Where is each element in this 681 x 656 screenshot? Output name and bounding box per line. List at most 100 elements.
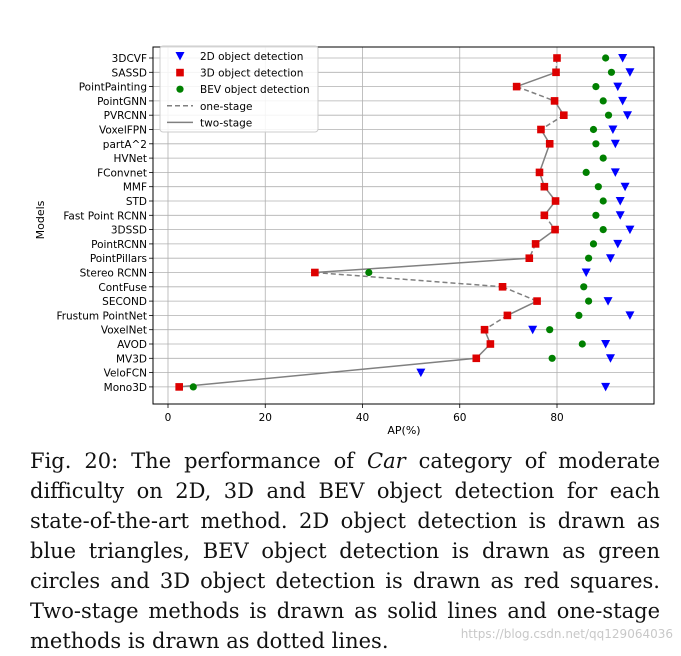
2d-point bbox=[601, 340, 611, 349]
two-stage-segment bbox=[179, 357, 477, 388]
y-tick-label: PVRCNN bbox=[104, 110, 147, 122]
x-tick-label: 20 bbox=[259, 412, 272, 424]
3d-point bbox=[533, 297, 541, 305]
2d-point bbox=[603, 297, 613, 306]
y-tick-labels: 3DCVF SASSD PointPainting PointGNN PVRCNN Vox… bbox=[56, 53, 153, 394]
3d-point bbox=[531, 240, 540, 248]
bev-point bbox=[582, 168, 590, 176]
2d-point bbox=[623, 111, 633, 120]
y-tick-label: SECOND bbox=[102, 296, 147, 308]
x-tick-label: 0 bbox=[165, 412, 172, 424]
bev-point bbox=[599, 197, 607, 205]
bev-point bbox=[546, 326, 554, 334]
2d-point bbox=[625, 225, 635, 235]
legend-item-3d-label: 3D object detection bbox=[200, 68, 303, 80]
y-tick-label: 3DSSD bbox=[111, 225, 147, 237]
bev-point bbox=[585, 254, 593, 262]
legend-item-bev-label: BEV object detection bbox=[200, 84, 310, 96]
3d-point bbox=[512, 82, 521, 91]
3d-point bbox=[551, 197, 560, 205]
plot-frame bbox=[152, 46, 655, 405]
2d-point bbox=[610, 139, 620, 149]
3d-point bbox=[175, 383, 183, 391]
y-tick-label: PointPainting bbox=[79, 82, 147, 94]
y-tick-label: STD bbox=[126, 196, 147, 208]
3d-point bbox=[503, 311, 512, 320]
3d-point bbox=[525, 254, 534, 262]
3d-point bbox=[535, 168, 544, 177]
3d-point bbox=[537, 125, 545, 134]
y-axis-label: Models bbox=[34, 200, 47, 239]
2d-point bbox=[625, 68, 635, 77]
y-tick-label: MV3D bbox=[116, 353, 147, 365]
bev-point bbox=[607, 68, 616, 76]
data-markers bbox=[175, 54, 635, 392]
bev-point bbox=[599, 226, 607, 234]
bev-point bbox=[599, 97, 607, 105]
legend-item-bev-symbol bbox=[176, 85, 184, 93]
legend-item-2d-symbol bbox=[175, 52, 185, 61]
2d-point bbox=[613, 82, 623, 92]
y-tick-label: PointRCNN bbox=[91, 239, 147, 251]
caption-category: Car bbox=[367, 449, 406, 473]
2d-point bbox=[618, 54, 628, 63]
one-stage-segment bbox=[516, 85, 555, 102]
3d-point bbox=[540, 182, 549, 191]
two-stage-segment bbox=[538, 143, 551, 173]
y-tick-label: MMF bbox=[123, 182, 147, 194]
bev-point bbox=[594, 183, 602, 191]
2d-point bbox=[615, 211, 625, 220]
bev-point bbox=[592, 140, 600, 148]
y-tick-label: PointPillars bbox=[90, 253, 147, 265]
bev-point bbox=[599, 154, 607, 162]
bev-point bbox=[578, 340, 586, 348]
2d-point bbox=[610, 168, 620, 177]
legend-box bbox=[159, 45, 319, 133]
bev-point bbox=[189, 383, 197, 391]
3d-point bbox=[551, 225, 559, 234]
figure-caption: Fig. 20: The performance of Car category… bbox=[30, 446, 660, 656]
y-tick-label: PointGNN bbox=[97, 96, 147, 108]
3d-point bbox=[311, 268, 319, 277]
x-tick-label: 60 bbox=[453, 412, 466, 424]
bev-point bbox=[548, 354, 556, 362]
2d-point bbox=[605, 254, 615, 263]
y-tick-label: AVOD bbox=[117, 339, 147, 351]
two-stage-segment bbox=[516, 71, 557, 88]
one-stage-segment bbox=[314, 271, 503, 288]
y-tick-label: HVNet bbox=[113, 153, 147, 165]
y-tick-label: 3DCVF bbox=[112, 53, 147, 65]
3d-point bbox=[553, 54, 561, 62]
y-tick-label: VoxelNet bbox=[101, 325, 147, 337]
3d-point bbox=[498, 283, 507, 291]
y-tick-label: partA^2 bbox=[103, 139, 147, 151]
caption-body: category of moderate difficulty on 2D, 3… bbox=[30, 449, 660, 653]
caption-prefix: Fig. 20: The performance of bbox=[30, 449, 367, 473]
bev-point bbox=[592, 83, 600, 91]
2d-point bbox=[625, 311, 635, 320]
3d-point bbox=[540, 211, 549, 220]
y-tick-label: VeloFCN bbox=[104, 368, 147, 380]
y-tick-label: ContFuse bbox=[98, 282, 147, 294]
2d-point bbox=[528, 325, 538, 335]
watermark: https://blog.csdn.net/qq129064036 bbox=[460, 627, 673, 641]
legend-item-2d-label: 2D object detection bbox=[200, 51, 303, 63]
3d-point bbox=[552, 68, 560, 77]
legend-item-3d-symbol bbox=[176, 68, 184, 77]
bev-point bbox=[575, 311, 583, 319]
legend: 2D object detection 3D object detection BE… bbox=[159, 45, 319, 133]
2d-point bbox=[615, 197, 625, 206]
2d-point bbox=[416, 368, 426, 378]
y-tick-label: SASSD bbox=[112, 67, 147, 79]
x-tick-labels: 0 20 40 60 80 bbox=[165, 404, 564, 424]
legend-item-two-stage-label: two-stage bbox=[200, 117, 252, 129]
one-stage-segment bbox=[540, 114, 565, 131]
y-tick-label: VoxelFPN bbox=[99, 125, 147, 137]
bev-point bbox=[365, 268, 373, 277]
bev-point bbox=[585, 297, 593, 305]
3d-point bbox=[560, 111, 568, 119]
3d-point bbox=[472, 354, 481, 363]
2d-point bbox=[620, 182, 630, 192]
x-tick-label: 80 bbox=[550, 412, 563, 424]
legend-item-one-stage-label: one-stage bbox=[200, 101, 252, 113]
